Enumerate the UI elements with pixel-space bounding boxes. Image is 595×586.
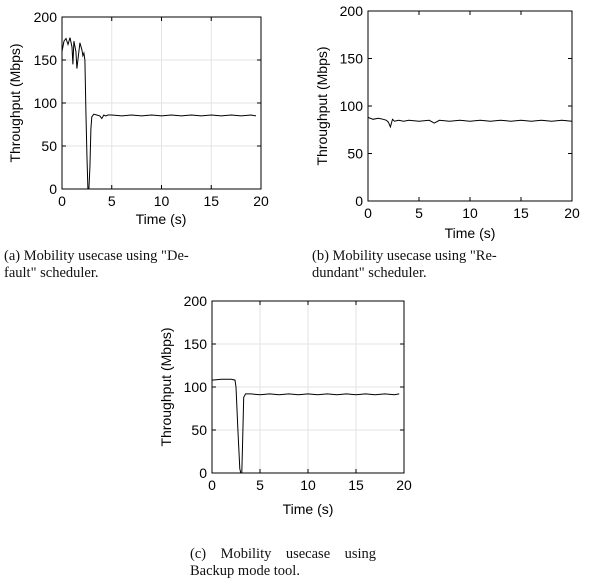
caption-c-line2: Backup mode tool. bbox=[190, 563, 300, 579]
chart-b-xtick-label-3: 15 bbox=[513, 205, 529, 221]
caption-b: (b) Mobility usecase using "Re- dundant"… bbox=[312, 248, 595, 282]
chart-b-xtick-label-0: 0 bbox=[364, 205, 372, 221]
chart-b-xlabel: Time (s) bbox=[445, 225, 496, 241]
chart-c-ytick-label-2: 100 bbox=[184, 379, 208, 395]
chart-a-xtick-label-0: 0 bbox=[58, 193, 66, 209]
chart-a-ylabel: Throughput (Mbps) bbox=[7, 43, 23, 162]
chart-c-line bbox=[211, 378, 400, 474]
chart-a-ytick-label-4: 200 bbox=[34, 9, 58, 25]
chart-c-yticks: 0 50 100 150 200 bbox=[184, 293, 404, 481]
chart-b-xtick-label-2: 10 bbox=[462, 205, 478, 221]
chart-c-grid bbox=[211, 300, 405, 474]
chart-a-xtick-label-3: 15 bbox=[203, 193, 219, 209]
caption-a-line2: fault" scheduler. bbox=[4, 265, 99, 281]
chart-a-xticks: 0 5 10 15 20 bbox=[58, 17, 269, 209]
chart-a-ytick-label-2: 100 bbox=[34, 95, 58, 111]
caption-c: (c) Mobility usecase using Backup mode t… bbox=[190, 546, 450, 580]
chart-a-frame bbox=[61, 16, 262, 190]
chart-c-frame bbox=[211, 300, 405, 474]
caption-b-line2: dundant" scheduler. bbox=[312, 265, 427, 281]
chart-a-ytick-label-3: 150 bbox=[34, 52, 58, 68]
chart-c-xlabel: Time (s) bbox=[283, 501, 334, 517]
caption-b-line1: (b) Mobility usecase using "Re- bbox=[312, 248, 497, 264]
chart-c-xtick-label-2: 10 bbox=[300, 477, 316, 493]
chart-a-grid bbox=[61, 16, 262, 190]
chart-a-yticks: 0 50 100 150 200 bbox=[34, 9, 261, 197]
chart-b-frame bbox=[367, 10, 573, 202]
chart-b-yticks: 0 50 100 150 200 bbox=[340, 3, 572, 209]
chart-b-xtick-label-1: 5 bbox=[415, 205, 423, 221]
chart-c-ytick-label-1: 50 bbox=[191, 422, 207, 438]
chart-b-ytick-label-1: 50 bbox=[347, 146, 363, 162]
chart-c: 0 50 100 150 200 0 5 10 15 20 Time (s) Throughpu… bbox=[158, 293, 412, 517]
chart-c-xticks: 0 5 10 15 20 bbox=[208, 301, 412, 493]
chart-b-ytick-label-4: 200 bbox=[340, 3, 364, 19]
chart-b-ytick-label-3: 150 bbox=[340, 51, 364, 67]
chart-b-ytick-label-0: 0 bbox=[355, 193, 363, 209]
chart-c-xtick-label-4: 20 bbox=[396, 477, 412, 493]
caption-a-line1: (a) Mobility usecase using "De- bbox=[4, 248, 189, 264]
chart-a-line bbox=[61, 37, 257, 190]
chart-b-ylabel: Throughput (Mbps) bbox=[314, 46, 330, 165]
chart-c-ytick-label-0: 0 bbox=[199, 465, 207, 481]
chart-a-xlabel: Time (s) bbox=[136, 211, 187, 227]
chart-c-xtick-label-0: 0 bbox=[208, 477, 216, 493]
chart-c-xtick-label-3: 15 bbox=[348, 477, 364, 493]
chart-b-xticks: 0 5 10 15 20 bbox=[364, 11, 580, 221]
chart-c-ylabel: Throughput (Mbps) bbox=[158, 327, 174, 446]
chart-a-xtick-label-1: 5 bbox=[108, 193, 116, 209]
caption-a: (a) Mobility usecase using "De- fault" s… bbox=[4, 248, 287, 282]
chart-c-ytick-label-4: 200 bbox=[184, 293, 208, 309]
chart-b-line bbox=[367, 116, 573, 129]
chart-a-ytick-label-0: 0 bbox=[49, 181, 57, 197]
caption-c-line1: (c) Mobility usecase using bbox=[190, 546, 377, 562]
chart-a: 0 50 100 150 200 0 5 10 15 20 Time (s) Throughpu… bbox=[7, 9, 269, 227]
chart-b-xtick-label-4: 20 bbox=[564, 205, 580, 221]
chart-a-xtick-label-4: 20 bbox=[253, 193, 269, 209]
chart-a-ytick-label-1: 50 bbox=[41, 138, 57, 154]
chart-b-ytick-label-2: 100 bbox=[340, 98, 364, 114]
chart-a-xtick-label-2: 10 bbox=[154, 193, 170, 209]
chart-b: 0 50 100 150 200 0 5 10 15 20 Time (s) Throughpu… bbox=[314, 3, 580, 241]
chart-c-ytick-label-3: 150 bbox=[184, 336, 208, 352]
chart-c-xtick-label-1: 5 bbox=[256, 477, 264, 493]
